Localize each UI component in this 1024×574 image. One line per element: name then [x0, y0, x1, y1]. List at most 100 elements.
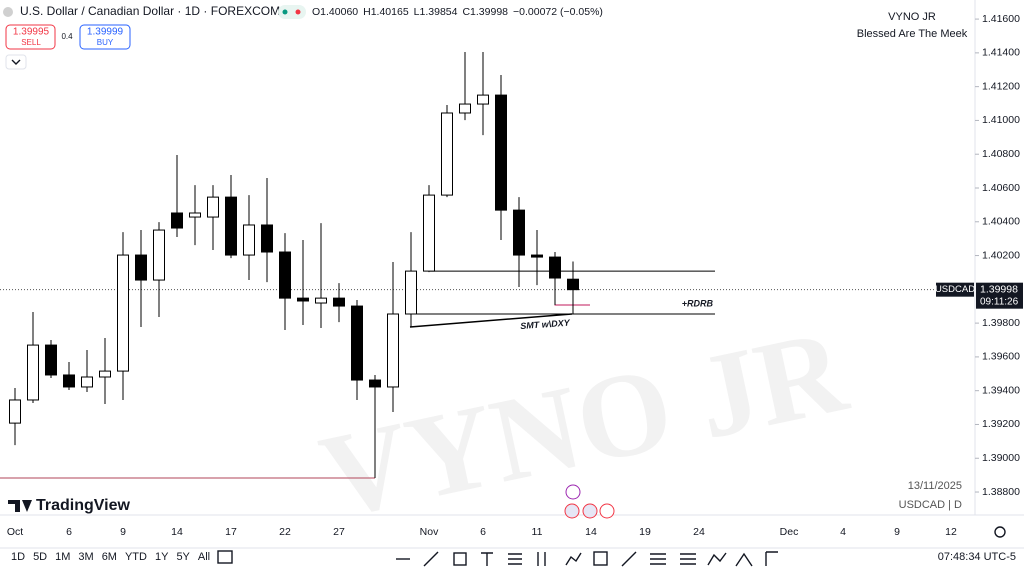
tool-icon[interactable]: [565, 552, 582, 566]
buy-label: BUY: [97, 38, 114, 47]
status-dot: [295, 9, 301, 15]
range-button[interactable]: 3M: [78, 551, 93, 563]
candle-body: [243, 224, 255, 256]
y-tick-label: 1.40800: [982, 148, 1020, 160]
y-tick-label: 1.39200: [982, 418, 1020, 430]
range-button[interactable]: 1M: [55, 551, 70, 563]
candle-body: [387, 313, 399, 388]
x-tick-label: 6: [480, 526, 486, 538]
candle-body: [45, 344, 57, 376]
range-button[interactable]: All: [198, 551, 210, 563]
y-tick-label: 1.41000: [982, 114, 1020, 126]
x-tick-label: 27: [333, 526, 345, 538]
candle-body: [135, 254, 147, 281]
event-icon[interactable]: [599, 503, 615, 519]
tool-icon[interactable]: [537, 552, 546, 566]
tool-icon[interactable]: [735, 552, 753, 567]
tool-icon[interactable]: [423, 551, 439, 567]
y-tick-label: 1.40600: [982, 182, 1020, 194]
x-tick-label: 22: [279, 526, 291, 538]
motto: Blessed Are The Meek: [857, 28, 968, 40]
candle-body: [81, 376, 93, 388]
ohlc-value: −0.00072 (−0.05%): [513, 6, 603, 18]
chevron: [11, 59, 21, 65]
tool-icon[interactable]: [680, 553, 696, 565]
x-tick-label: Dec: [780, 526, 799, 538]
y-tick-label: 1.39000: [982, 452, 1020, 464]
y-tick-label: 1.41400: [982, 47, 1020, 59]
date-range-icon[interactable]: [217, 550, 233, 564]
annotation: +RDRB: [682, 298, 714, 308]
ohlc-value: H1.40165: [363, 6, 409, 18]
x-tick-label: 24: [693, 526, 705, 538]
tool-icon[interactable]: [593, 551, 608, 566]
x-tick-label: Nov: [420, 526, 439, 538]
candle-body: [27, 344, 39, 401]
event-icon[interactable]: [582, 503, 598, 519]
status-badge: [278, 5, 306, 19]
candle-body: [153, 229, 165, 281]
range-button[interactable]: 6M: [102, 551, 117, 563]
countdown: 09:11:26: [980, 296, 1019, 307]
y-tick-label: 1.40200: [982, 249, 1020, 261]
tool-icon[interactable]: [508, 553, 522, 565]
brand: TradingView: [36, 497, 131, 514]
candle-body: [189, 212, 201, 218]
range-button[interactable]: 5Y: [176, 551, 190, 563]
buy-button[interactable]: [79, 24, 131, 50]
annotation: SMT w\DXY: [520, 318, 571, 331]
range-toolbar: 1D 5D 1M 3M 6M YTD 1Y 5Y All: [11, 551, 210, 563]
candle-body: [567, 278, 579, 291]
event-icon[interactable]: [565, 484, 581, 500]
range-button[interactable]: 1Y: [155, 551, 169, 563]
candle-body: [405, 270, 417, 315]
candle-body: [531, 254, 543, 258]
candle-body: [477, 94, 489, 105]
collapse-button[interactable]: [5, 54, 27, 70]
y-tick-label: 1.41600: [982, 13, 1020, 25]
ohlc-value: O1.40060: [312, 6, 358, 18]
y-tick-label: 1.39600: [982, 351, 1020, 363]
settings-icon[interactable]: [994, 526, 1006, 538]
y-tick-label: 1.38800: [982, 486, 1020, 498]
x-tick-label: 9: [894, 526, 900, 538]
y-tick-label: 1.41200: [982, 80, 1020, 92]
status-dot: [282, 9, 288, 15]
tool-icon[interactable]: [765, 551, 778, 566]
x-tick-label: 14: [585, 526, 597, 538]
sell-price: 1.39995: [13, 27, 50, 38]
plot: +RDRB SMT w\DXY: [0, 52, 975, 479]
candle-body: [99, 370, 111, 378]
trendline: [409, 313, 573, 328]
author: VYNO JR: [888, 11, 936, 23]
symbol-tag: [936, 282, 974, 297]
spread: 0.4: [61, 32, 73, 41]
tool-icon[interactable]: [621, 551, 637, 567]
x-tick-label: 6: [66, 526, 72, 538]
y-tick-label: 1.39400: [982, 384, 1020, 396]
candle-body: [171, 212, 183, 229]
x-tick-label: 4: [840, 526, 846, 538]
range-button[interactable]: 1D: [11, 551, 25, 563]
tool-icon[interactable]: [453, 552, 467, 566]
candle-body: [225, 196, 237, 256]
candle-body: [63, 374, 75, 388]
candle-body: [207, 196, 219, 218]
range-button[interactable]: 5D: [33, 551, 47, 563]
tool-icon[interactable]: [650, 553, 666, 565]
x-tick-label: 9: [120, 526, 126, 538]
ohlc-value: C1.39998: [462, 6, 508, 18]
symbol-tag-text: USDCAD: [935, 284, 975, 295]
candle-body: [549, 256, 561, 279]
symbol-stamp: USDCAD | D: [899, 499, 962, 511]
y-tick-label: 1.39800: [982, 317, 1020, 329]
tool-icon[interactable]: [707, 552, 727, 566]
x-tick-label: 19: [639, 526, 651, 538]
tool-icon[interactable]: [481, 552, 493, 566]
clock: 07:48:34 UTC-5: [938, 551, 1016, 563]
candle-body: [423, 194, 435, 272]
event-icon[interactable]: [564, 503, 580, 519]
sell-button[interactable]: [5, 24, 56, 50]
range-button[interactable]: YTD: [125, 551, 147, 563]
